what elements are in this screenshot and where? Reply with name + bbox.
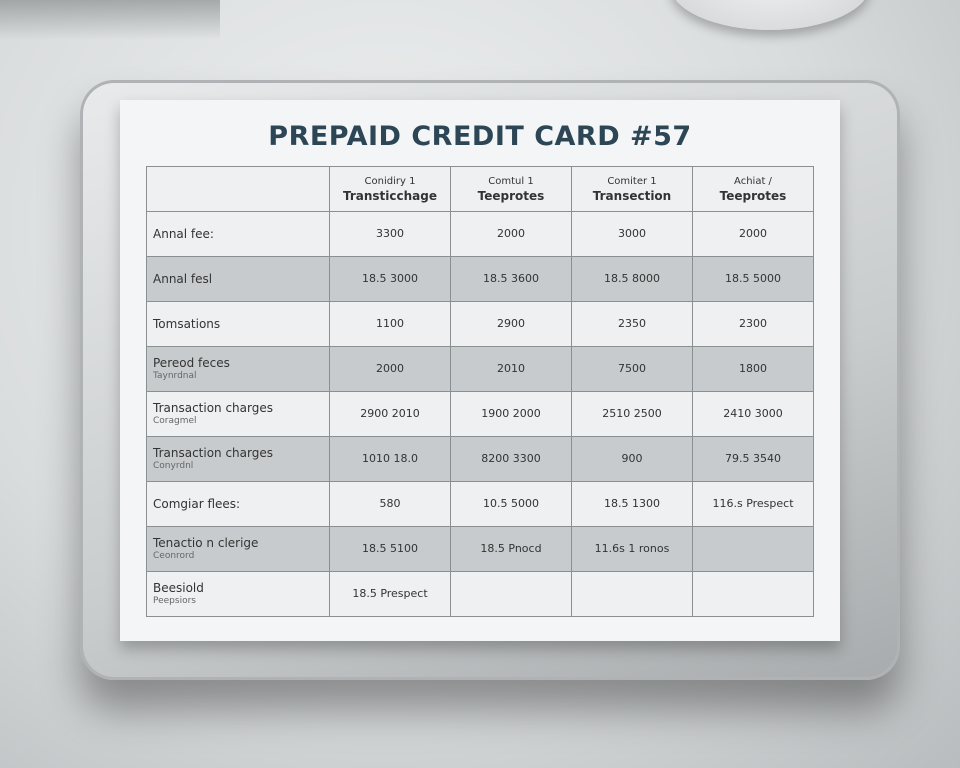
table-cell: 18.5 5100: [329, 526, 451, 572]
column-header: Conidiry 1 Transticchage: [329, 166, 451, 212]
table-cell: 116.s Prespect: [692, 481, 814, 527]
table-cell: 18.5 Pnocd: [450, 526, 572, 572]
row-label: Comgiar flees:: [146, 481, 330, 527]
table-cell: 2000: [450, 211, 572, 257]
row-label-text: Transaction charges: [153, 446, 273, 460]
column-title: Transticchage: [342, 189, 437, 203]
row-sublabel: Taynrdnal: [153, 371, 197, 381]
column-subtitle: Achiat /: [734, 176, 772, 187]
table-cell: 2010: [450, 346, 572, 392]
row-sublabel: Coragmel: [153, 416, 197, 426]
row-label: Transaction charges Conyrdnl: [146, 436, 330, 482]
row-label: Tenactio n clerige Ceonrord: [146, 526, 330, 572]
table-cell: 580: [329, 481, 451, 527]
table-cell: 2510 2500: [571, 391, 693, 437]
table-cell: 2900 2010: [329, 391, 451, 437]
document-sheet: PREPAID CREDIT CARD #57 Conidiry 1 Transt…: [120, 100, 840, 641]
table-cell: 1900 2000: [450, 391, 572, 437]
fee-table: Conidiry 1 Transticchage Comtul 1 Teeprotes…: [146, 166, 814, 617]
table-cell: 79.5 3540: [692, 436, 814, 482]
table-row: Transaction charges Coragmel 2900 2010 1900…: [146, 391, 814, 437]
table-cell: [692, 526, 814, 572]
corner-cell: [146, 166, 330, 212]
table-row: Annal fee: 3300 2000 3000 2000: [146, 211, 814, 257]
column-header: Comtul 1 Teeprotes: [450, 166, 572, 212]
column-title: Teeprotes: [719, 189, 787, 203]
table-cell: 2300: [692, 301, 814, 347]
table-cell: 2350: [571, 301, 693, 347]
table-cell: 18.5 5000: [692, 256, 814, 302]
row-sublabel: Ceonrord: [153, 551, 195, 561]
table-cell: 18.5 1300: [571, 481, 693, 527]
row-label: Beesiold Peepsiors: [146, 571, 330, 617]
row-label-text: Tomsations: [153, 317, 221, 331]
column-subtitle: Conidiry 1: [364, 176, 416, 187]
row-label: Transaction charges Coragmel: [146, 391, 330, 437]
row-label-text: Beesiold: [153, 581, 204, 595]
table-row: Tomsations 1100 2900 2350 2300: [146, 301, 814, 347]
row-sublabel: Conyrdnl: [153, 461, 194, 471]
table-row: Comgiar flees: 580 10.5 5000 18.5 1300 116.s…: [146, 481, 814, 527]
table-cell: 900: [571, 436, 693, 482]
table-cell: 3000: [571, 211, 693, 257]
table-cell: 11.6s 1 ronos: [571, 526, 693, 572]
column-header: Achiat / Teeprotes: [692, 166, 814, 212]
table-cell: 2000: [692, 211, 814, 257]
column-header: Comiter 1 Transection: [571, 166, 693, 212]
table-cell: 7500: [571, 346, 693, 392]
table-row: Annal fesl 18.5 3000 18.5 3600 18.5 8000 18.…: [146, 256, 814, 302]
table-row: Pereod feces Taynrdnal 2000 2010 7500 1800: [146, 346, 814, 392]
table-cell: 1100: [329, 301, 451, 347]
row-label: Annal fee:: [146, 211, 330, 257]
row-label-text: Annal fesl: [153, 272, 213, 286]
table-cell: 2000: [329, 346, 451, 392]
table-cell: 2410 3000: [692, 391, 814, 437]
column-subtitle: Comtul 1: [488, 176, 534, 187]
table-row: Beesiold Peepsiors 18.5 Prespect: [146, 571, 814, 617]
table-cell: 2900: [450, 301, 572, 347]
table-cell: 18.5 8000: [571, 256, 693, 302]
row-label-text: Tenactio n clerige: [153, 536, 259, 550]
table-cell: 18.5 3000: [329, 256, 451, 302]
document-title: PREPAID CREDIT CARD #57: [268, 121, 692, 152]
table-cell: 1010 18.0: [329, 436, 451, 482]
row-label: Annal fesl: [146, 256, 330, 302]
column-title: Transection: [592, 189, 672, 203]
row-label: Pereod feces Taynrdnal: [146, 346, 330, 392]
table-cell: 8200 3300: [450, 436, 572, 482]
column-subtitle: Comiter 1: [607, 176, 657, 187]
row-label-text: Comgiar flees:: [153, 497, 241, 511]
row-sublabel: Peepsiors: [153, 596, 196, 606]
column-title: Teeprotes: [477, 189, 545, 203]
table-cell: 18.5 Prespect: [329, 571, 451, 617]
table-row: Transaction charges Conyrdnl 1010 18.0 8200…: [146, 436, 814, 482]
table-cell: 18.5 3600: [450, 256, 572, 302]
row-label-text: Annal fee:: [153, 227, 214, 241]
table-cell: 3300: [329, 211, 451, 257]
table-cell: [450, 571, 572, 617]
table-cell: 1800: [692, 346, 814, 392]
table-cell: [692, 571, 814, 617]
table-row: Tenactio n clerige Ceonrord 18.5 5100 18.5 …: [146, 526, 814, 572]
row-label: Tomsations: [146, 301, 330, 347]
mug: [670, 0, 870, 30]
background-shadow: [0, 0, 220, 40]
table-cell: [571, 571, 693, 617]
table-cell: 10.5 5000: [450, 481, 572, 527]
row-label-text: Transaction charges: [153, 401, 273, 415]
row-label-text: Pereod feces: [153, 356, 230, 370]
